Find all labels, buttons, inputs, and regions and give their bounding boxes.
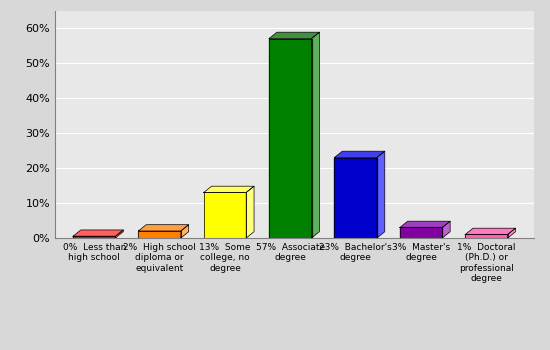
- Bar: [400, 228, 442, 238]
- Polygon shape: [311, 32, 320, 238]
- Polygon shape: [269, 32, 320, 38]
- Polygon shape: [246, 186, 254, 238]
- Polygon shape: [139, 225, 189, 231]
- Polygon shape: [334, 151, 385, 158]
- Bar: [139, 231, 181, 238]
- Polygon shape: [400, 221, 450, 228]
- Bar: [73, 236, 116, 238]
- Bar: [269, 38, 311, 238]
- Bar: [465, 234, 508, 238]
- Polygon shape: [442, 221, 450, 238]
- Bar: [334, 158, 377, 238]
- Polygon shape: [508, 228, 515, 238]
- Bar: [204, 193, 246, 238]
- Polygon shape: [465, 228, 515, 235]
- Polygon shape: [116, 230, 123, 238]
- Polygon shape: [73, 230, 123, 236]
- Polygon shape: [181, 225, 189, 238]
- Polygon shape: [204, 186, 254, 193]
- Polygon shape: [377, 151, 385, 238]
